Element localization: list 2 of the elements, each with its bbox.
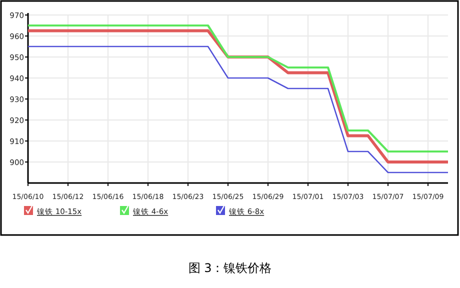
caption: 图 3：镍铁价格 — [188, 261, 272, 275]
line-series — [27, 46, 449, 174]
